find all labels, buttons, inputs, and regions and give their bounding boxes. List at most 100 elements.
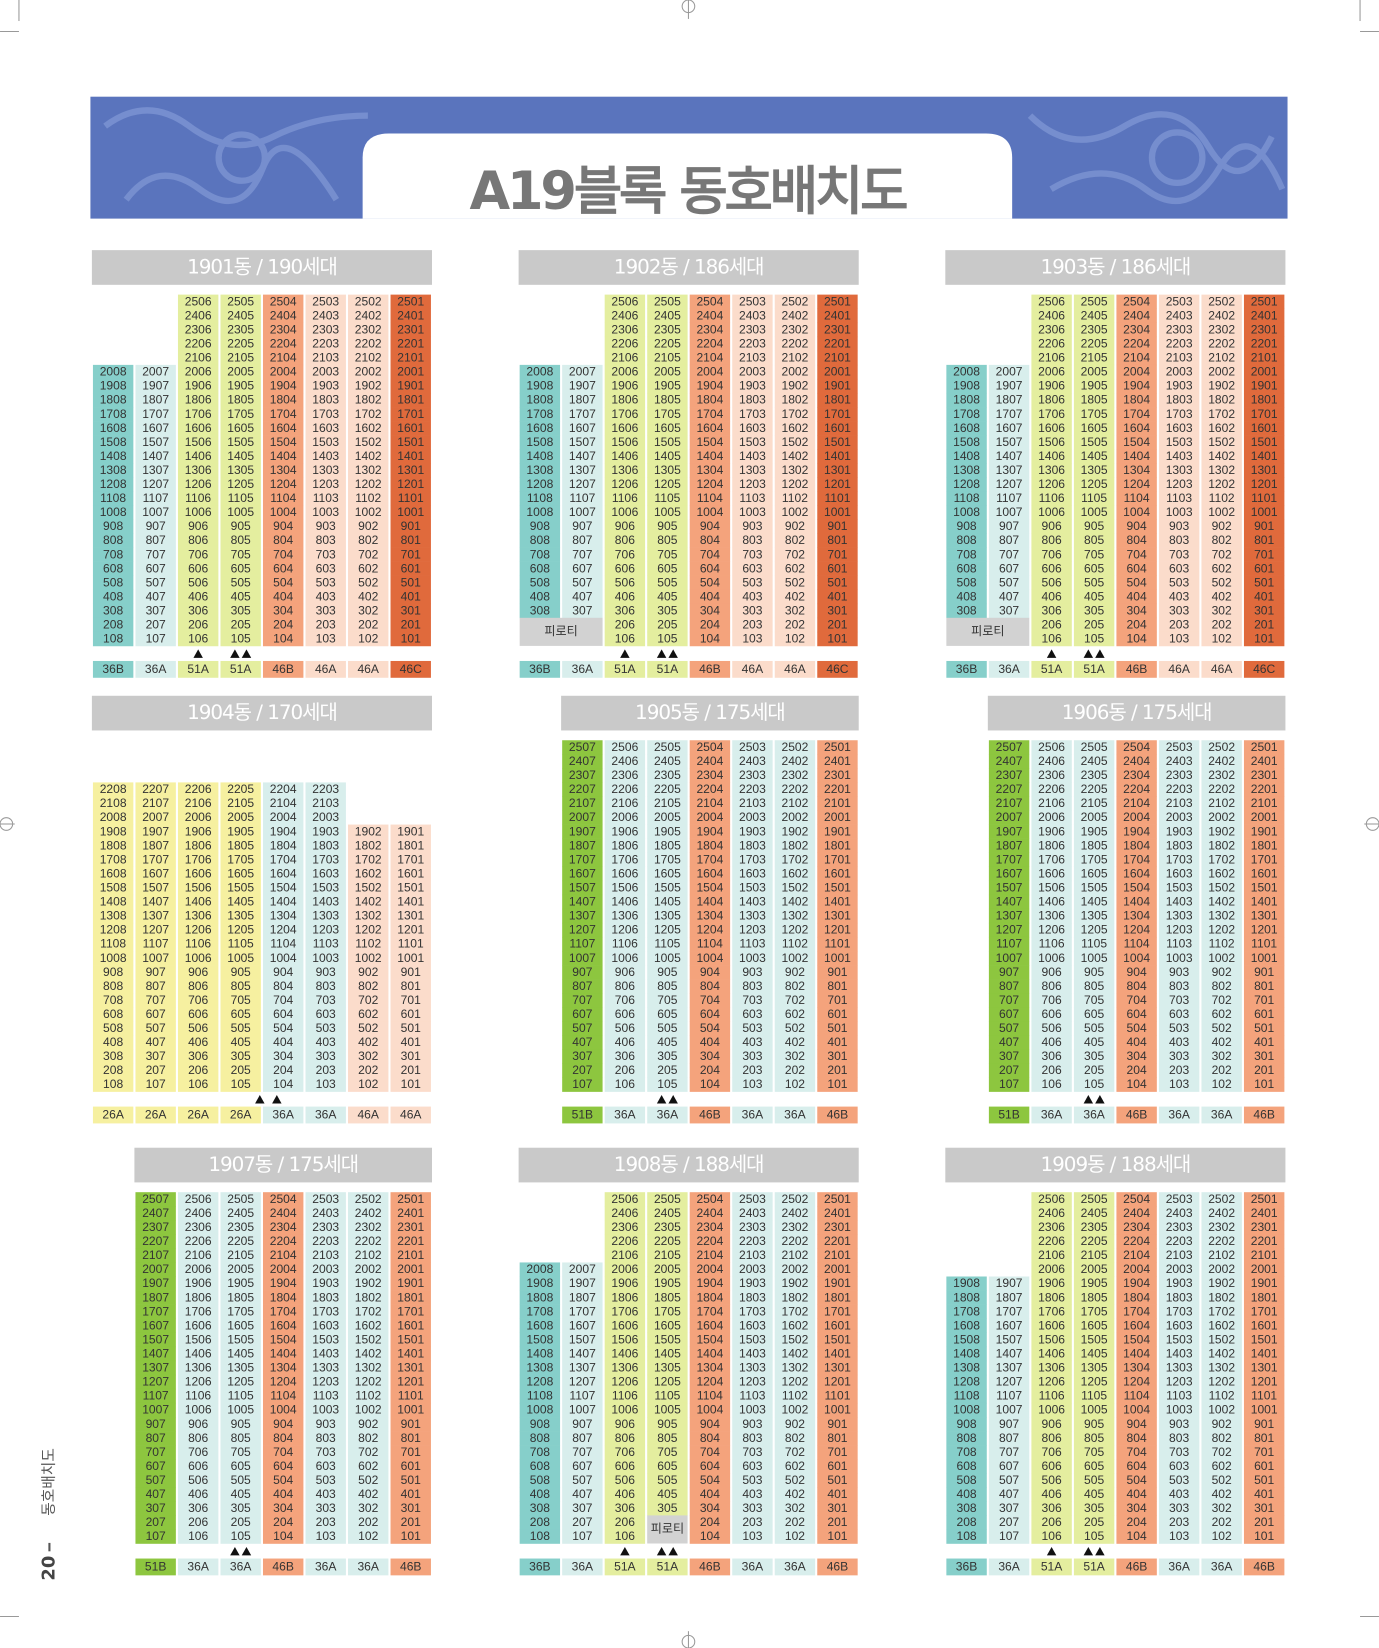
unit-number: 302 <box>1212 1049 1232 1063</box>
unit-number: 707 <box>999 993 1019 1007</box>
unit-cell <box>220 407 261 422</box>
unit-cell <box>135 392 176 408</box>
unit-cell <box>519 477 561 492</box>
unit-cell <box>135 435 176 450</box>
unit-number: 1507 <box>996 1332 1023 1346</box>
unit-cell <box>348 421 389 436</box>
unit-number: 2403 <box>312 308 339 322</box>
unit-number: 1907 <box>142 824 169 838</box>
unit-type: 46C <box>826 662 848 676</box>
unit-number: 2301 <box>1251 322 1278 336</box>
unit-number: 1006 <box>1038 951 1065 965</box>
unit-number: 1104 <box>270 937 296 951</box>
unit-number: 402 <box>1212 1035 1232 1049</box>
unit-cell <box>305 435 346 450</box>
unit-number: 1703 <box>1166 1304 1193 1318</box>
unit-number: 1102 <box>355 937 381 951</box>
unit-cell <box>732 378 773 394</box>
unit-number: 706 <box>1042 993 1062 1007</box>
unit-cell <box>689 392 731 408</box>
unit-number: 2103 <box>739 351 766 365</box>
unit-number: 1504 <box>270 1332 297 1346</box>
unit-number: 201 <box>401 1063 421 1077</box>
unit-cell <box>647 378 688 394</box>
unit-number: 2306 <box>1038 322 1065 336</box>
unit-number: 1806 <box>185 838 212 852</box>
unit-type: 46B <box>1126 1560 1148 1574</box>
unit-number: 2401 <box>1251 754 1278 768</box>
unit-number: 1304 <box>270 463 297 477</box>
unit-cell <box>946 519 987 534</box>
unit-number: 2203 <box>1166 1234 1193 1248</box>
unit-cell <box>262 561 304 576</box>
unit-number: 207 <box>999 1063 1019 1077</box>
unit-type: 51A <box>1041 662 1063 676</box>
unit-number: 404 <box>273 589 293 603</box>
entrance-marker <box>230 649 240 658</box>
unit-type: 46B <box>272 1560 293 1574</box>
unit-number: 505 <box>657 1473 677 1487</box>
unit-number: 1104 <box>1124 491 1150 505</box>
unit-cell <box>220 617 261 633</box>
unit-number: 2105 <box>654 1248 681 1262</box>
unit-number: 2103 <box>1166 1248 1193 1262</box>
unit-cell <box>220 491 261 506</box>
unit-number: 1601 <box>824 421 851 435</box>
unit-number: 804 <box>273 1431 293 1445</box>
unit-cell <box>604 435 646 450</box>
unit-cell <box>305 547 346 562</box>
unit-number: 1906 <box>1038 1276 1065 1290</box>
unit-cell <box>305 463 346 478</box>
entrance-marker <box>272 1095 282 1104</box>
unit-number: 1502 <box>355 881 382 895</box>
unit-cell <box>390 603 431 619</box>
unit-number: 1707 <box>142 852 169 866</box>
unit-number: 1408 <box>100 449 127 463</box>
unit-number: 1306 <box>1038 909 1065 923</box>
unit-number: 1607 <box>142 866 169 880</box>
unit-number: 401 <box>827 1035 847 1049</box>
unit-number: 406 <box>188 1487 208 1501</box>
unit-number: 702 <box>1212 547 1232 561</box>
unit-number: 2401 <box>1251 308 1278 322</box>
unit-number: 1503 <box>1166 881 1193 895</box>
unit-number: 1706 <box>1038 1304 1065 1318</box>
unit-number: 604 <box>1127 1459 1147 1473</box>
unit-cell <box>732 505 773 520</box>
unit-number: 1204 <box>1123 1375 1150 1389</box>
unit-number: 802 <box>358 1431 378 1445</box>
unit-number: 1407 <box>142 895 169 909</box>
unit-cell <box>604 533 646 548</box>
unit-number: 407 <box>146 1487 166 1501</box>
unit-number: 1403 <box>312 1347 339 1361</box>
unit-number: 906 <box>188 965 208 979</box>
unit-number: 305 <box>657 604 677 618</box>
unit-number: 1407 <box>569 1347 596 1361</box>
unit-number: 1608 <box>100 866 127 880</box>
unit-number: 606 <box>188 1459 208 1473</box>
unit-number: 2105 <box>227 1248 254 1262</box>
unit-number: 1707 <box>569 852 596 866</box>
unit-number: 602 <box>785 1459 805 1473</box>
unit-number: 2301 <box>1251 1220 1278 1234</box>
unit-number: 701 <box>1254 993 1274 1007</box>
unit-number: 2108 <box>100 796 127 810</box>
unit-number: 105 <box>1084 1077 1104 1091</box>
unit-number: 2402 <box>782 754 809 768</box>
unit-number: 1301 <box>1251 1361 1278 1375</box>
unit-number: 703 <box>1169 547 1189 561</box>
unit-number: 1906 <box>1038 379 1065 393</box>
unit-number: 101 <box>827 1077 847 1091</box>
unit-number: 2501 <box>824 294 851 308</box>
unit-number: 1008 <box>953 505 980 519</box>
unit-number: 1402 <box>1208 895 1235 909</box>
unit-number: 504 <box>700 575 720 589</box>
unit-number: 204 <box>273 1063 293 1077</box>
unit-number: 901 <box>827 1417 847 1431</box>
unit-number: 1504 <box>1123 435 1150 449</box>
unit-number: 1806 <box>611 1290 638 1304</box>
unit-number: 1705 <box>654 407 681 421</box>
unit-number: 1002 <box>1208 1403 1235 1417</box>
unit-number: 701 <box>827 547 847 561</box>
